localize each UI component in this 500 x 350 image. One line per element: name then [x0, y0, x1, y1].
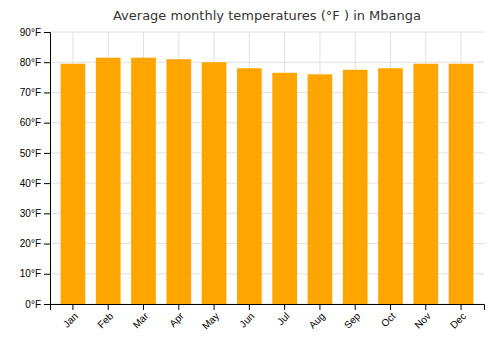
tick-label: 70°F	[20, 87, 41, 98]
bar	[202, 62, 227, 304]
bar	[237, 68, 262, 304]
tick-mark	[44, 183, 50, 184]
bar	[131, 58, 156, 304]
tick-label: 20°F	[20, 238, 41, 249]
tick-label: Nov	[412, 310, 432, 330]
x-axis: Jan Feb Mar Apr May Jun Jul Aug Sep Oct Nov Dec	[51, 304, 485, 332]
bar	[61, 64, 86, 304]
tick-label: 30°F	[20, 208, 41, 219]
y-axis: 0°F 10°F 20°F 30°F 40°F 50°F 60°F 70°F 80°F 90°F	[20, 27, 51, 310]
bar	[449, 64, 474, 304]
tick: May	[200, 304, 221, 332]
tick-label: Apr	[167, 310, 186, 329]
tick-label: Dec	[448, 310, 468, 330]
tick: 0°F	[25, 299, 50, 310]
tick: Jul	[275, 304, 292, 327]
tick-mark	[44, 92, 50, 93]
bar	[343, 70, 368, 304]
tick-label: 80°F	[20, 57, 41, 68]
tick: 50°F	[20, 148, 50, 159]
tick: 70°F	[20, 87, 50, 98]
tick: 90°F	[20, 27, 50, 38]
tick: 40°F	[20, 178, 50, 189]
tick-mark	[284, 304, 285, 310]
tick-label: Feb	[95, 310, 115, 330]
tick-label: Jul	[275, 310, 292, 327]
tick: Oct	[379, 304, 398, 329]
tick-mark	[44, 123, 50, 124]
tick-mark	[44, 213, 50, 214]
bar	[166, 59, 191, 304]
tick-mark	[44, 244, 50, 245]
tick-label: Jan	[61, 310, 80, 329]
tick-mark	[319, 304, 320, 310]
tick-mark	[72, 304, 73, 310]
bar	[96, 58, 121, 304]
tick-mark	[44, 153, 50, 154]
tick-label: 40°F	[20, 178, 41, 189]
bars	[61, 58, 474, 304]
tick-mark	[214, 304, 215, 310]
tick: 20°F	[20, 238, 50, 249]
plot: 0°F 10°F 20°F 30°F 40°F 50°F 60°F 70°F 80°F 90°F J…	[20, 27, 485, 332]
tick-mark	[44, 304, 50, 305]
tick-label: May	[200, 310, 221, 331]
tick-label: 50°F	[20, 148, 41, 159]
tick-mark	[44, 274, 50, 275]
tick: 10°F	[20, 268, 50, 279]
bar	[272, 73, 297, 304]
bar	[308, 74, 333, 304]
tick-mark	[461, 304, 462, 310]
tick-label: 60°F	[20, 117, 41, 128]
tick-mark	[390, 304, 391, 310]
tick-mark	[44, 62, 50, 63]
tick-label: 0°F	[25, 299, 41, 310]
tick: Jun	[237, 304, 256, 330]
bar	[413, 64, 438, 304]
tick: Mar	[131, 304, 151, 330]
tick-label: 10°F	[20, 268, 41, 279]
tick-label: Aug	[307, 310, 327, 330]
tick-label: Jun	[237, 310, 256, 329]
tick: 80°F	[20, 57, 50, 68]
bar	[378, 68, 403, 304]
tick: Sep	[342, 304, 363, 331]
tick-mark	[44, 32, 50, 33]
tick: Dec	[448, 304, 468, 331]
tick: Apr	[167, 304, 186, 329]
grid-line	[50, 32, 484, 33]
tick-mark	[249, 304, 250, 310]
tick: 60°F	[20, 117, 50, 128]
tick: Nov	[412, 304, 432, 331]
tick-mark	[355, 304, 356, 310]
axis-line	[44, 33, 51, 305]
chart: 0°F 10°F 20°F 30°F 40°F 50°F 60°F 70°F 80°F 90°F J…	[0, 0, 500, 350]
axis-line	[51, 305, 485, 311]
tick: 30°F	[20, 208, 50, 219]
grid	[50, 32, 484, 304]
tick: Feb	[95, 304, 115, 330]
tick: Jan	[61, 304, 80, 330]
tick: Aug	[307, 304, 327, 331]
tick-label: Mar	[131, 310, 151, 330]
tick-label: Oct	[379, 310, 398, 329]
tick-mark	[108, 304, 109, 310]
tick-label: Sep	[342, 310, 363, 331]
tick-label: 90°F	[20, 27, 41, 38]
tick-mark	[425, 304, 426, 310]
tick-mark	[178, 304, 179, 310]
title: Average monthly temperatures (°F ) in Mb…	[113, 8, 421, 23]
tick-mark	[143, 304, 144, 310]
